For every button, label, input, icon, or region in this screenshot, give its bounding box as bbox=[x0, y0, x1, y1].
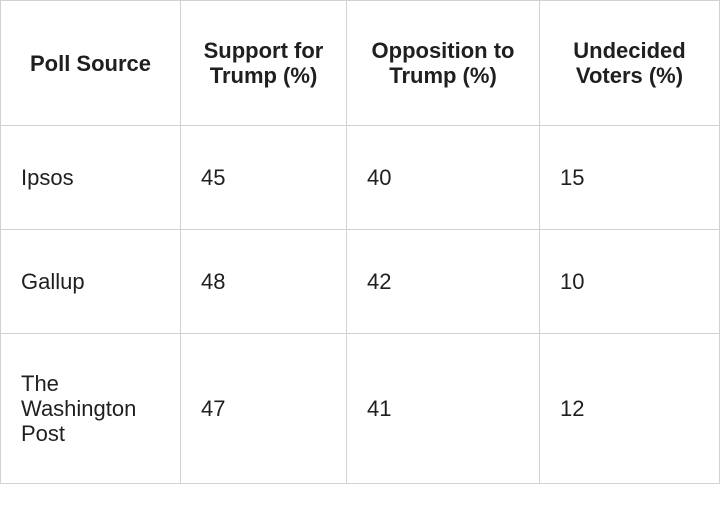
poll-results-table: Poll Source Support for Trump (%) Opposi… bbox=[0, 0, 720, 484]
header-row: Poll Source Support for Trump (%) Opposi… bbox=[1, 1, 720, 126]
cell-undecided: 12 bbox=[540, 334, 720, 484]
column-header-opposition: Opposition to Trump (%) bbox=[347, 1, 540, 126]
column-header-poll-source: Poll Source bbox=[1, 1, 181, 126]
cell-support: 45 bbox=[181, 126, 347, 230]
table-row-ipsos: Ipsos 45 40 15 bbox=[1, 126, 720, 230]
cell-undecided: 15 bbox=[540, 126, 720, 230]
table-body: Ipsos 45 40 15 Gallup 48 42 10 The Washi… bbox=[1, 126, 720, 484]
table-row-washington-post: The Washington Post 47 41 12 bbox=[1, 334, 720, 484]
cell-support: 48 bbox=[181, 230, 347, 334]
cell-support: 47 bbox=[181, 334, 347, 484]
table-row-gallup: Gallup 48 42 10 bbox=[1, 230, 720, 334]
table-header: Poll Source Support for Trump (%) Opposi… bbox=[1, 1, 720, 126]
column-header-support: Support for Trump (%) bbox=[181, 1, 347, 126]
cell-source: Ipsos bbox=[1, 126, 181, 230]
cell-undecided: 10 bbox=[540, 230, 720, 334]
cell-opposition: 42 bbox=[347, 230, 540, 334]
cell-opposition: 40 bbox=[347, 126, 540, 230]
column-header-undecided: Undecided Voters (%) bbox=[540, 1, 720, 126]
cell-opposition: 41 bbox=[347, 334, 540, 484]
cell-source: Gallup bbox=[1, 230, 181, 334]
cell-source: The Washington Post bbox=[1, 334, 181, 484]
